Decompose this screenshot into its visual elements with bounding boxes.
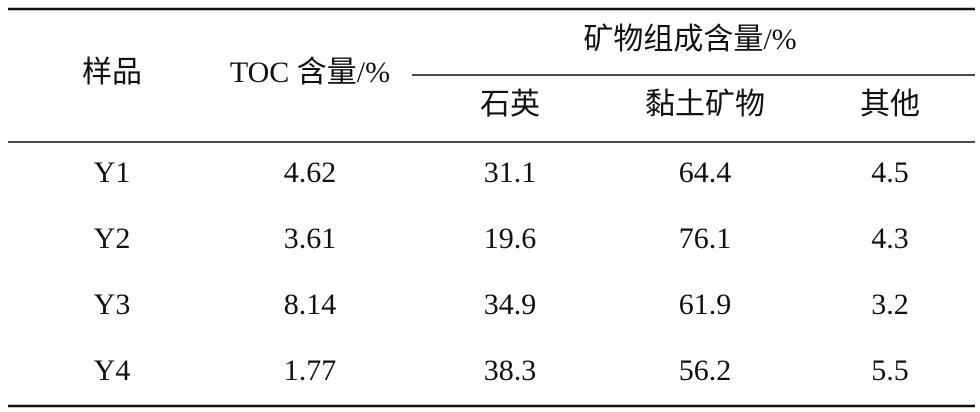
cell: 61.9 <box>679 288 732 321</box>
cell: Y4 <box>94 354 131 387</box>
cell: 4.5 <box>871 156 909 189</box>
cell: 3.61 <box>284 222 337 255</box>
cell: 4.62 <box>284 156 337 189</box>
cell: Y3 <box>94 288 131 321</box>
cell: 76.1 <box>679 222 732 255</box>
cell: Y2 <box>94 222 131 255</box>
cell: 31.1 <box>484 156 537 189</box>
cell: 4.3 <box>871 222 909 255</box>
header-group: 矿物组成含量/% <box>583 23 796 56</box>
cell: 3.2 <box>871 288 909 321</box>
cell: Y1 <box>94 156 131 189</box>
header-sub: 其他 <box>860 88 920 121</box>
cell: 64.4 <box>679 156 732 189</box>
header-sub: 黏土矿物 <box>645 88 765 121</box>
cell: 5.5 <box>871 354 909 387</box>
header-toc: TOC 含量/% <box>230 56 390 89</box>
cell: 1.77 <box>284 354 337 387</box>
cell: 8.14 <box>284 288 337 321</box>
cell: 56.2 <box>679 354 732 387</box>
cell: 19.6 <box>484 222 537 255</box>
header-sub: 石英 <box>480 88 540 121</box>
header-sample: 样品 <box>82 56 142 89</box>
cell: 34.9 <box>484 288 537 321</box>
cell: 38.3 <box>484 354 537 387</box>
